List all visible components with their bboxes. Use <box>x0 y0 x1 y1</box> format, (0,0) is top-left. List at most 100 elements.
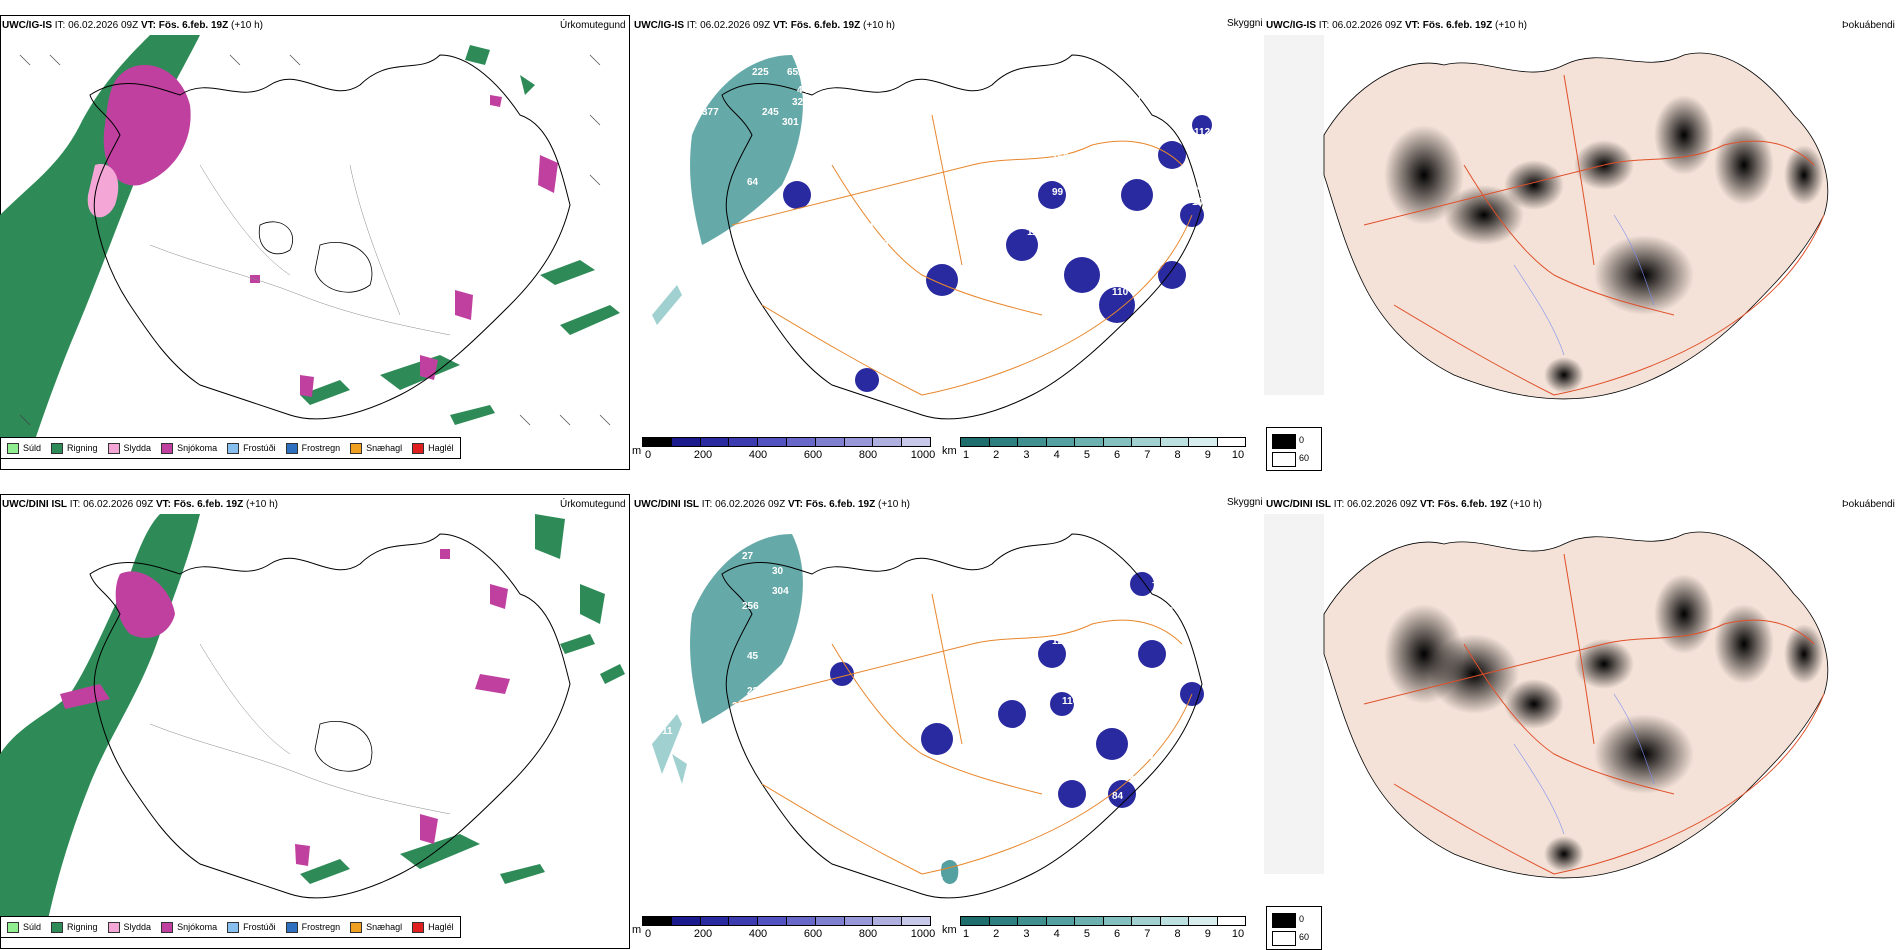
colorbar-segment <box>844 438 874 446</box>
colorbar-segment <box>1189 917 1218 925</box>
panel-header: UWC/IG-IS IT: 06.02.2026 09Z VT: Fös. 6.… <box>1266 20 1527 31</box>
colorbar-tick-label: 9 <box>1204 449 1211 461</box>
colorbar-segment <box>1217 438 1245 446</box>
legend-label: Frostúði <box>243 922 276 932</box>
colorbar-segment <box>786 438 816 446</box>
colorbar-tick-label: 8 <box>1174 928 1181 940</box>
colorbar-unit: km <box>942 445 957 457</box>
legend-swatch <box>7 921 19 933</box>
fog-swatch-light <box>1272 931 1296 946</box>
colorbar-tick-label: 0 <box>644 449 652 461</box>
legend-label: Rigning <box>67 443 98 453</box>
legend-item: Slydda <box>107 442 151 454</box>
cloud-base-panel-top: UWC/IG-IS IT: 06.02.2026 09Z VT: Fös. 6.… <box>632 15 1263 470</box>
fog-legend-max: 60 <box>1299 453 1310 463</box>
legend-swatch <box>412 442 425 454</box>
legend-item: Súld <box>7 921 42 933</box>
colorbar-tick-label: 7 <box>1144 928 1151 940</box>
colorbar-segment <box>989 438 1018 446</box>
precip-type-panel-bottom: UWC/DINI ISL IT: 06.02.2026 09Z VT: Fös.… <box>0 494 630 949</box>
panel-title: Þokuábendi <box>1842 20 1895 31</box>
legend-label: Haglél <box>428 922 454 932</box>
cloud-base-map <box>652 533 1204 899</box>
panel-header: UWC/DINI ISL IT: 06.02.2026 09Z VT: Fös.… <box>634 499 910 510</box>
colorbar-segment <box>729 917 759 925</box>
precip-type-map <box>0 514 625 934</box>
legend-item: Snæhagl <box>350 921 402 933</box>
legend-swatch <box>107 921 120 933</box>
legend-swatch <box>51 442 64 454</box>
colorbar-strip <box>642 916 931 926</box>
colorbar-tick-label: 3 <box>1023 928 1030 940</box>
fog-indicator-panel-top: UWC/IG-IS IT: 06.02.2026 09Z VT: Fös. 6.… <box>1264 15 1895 471</box>
colorbar-tick-label: 1 <box>962 928 970 940</box>
legend-label: Frostregn <box>301 443 341 453</box>
legend-label: Slydda <box>123 922 152 932</box>
panel-title: Úrkomutegund <box>560 20 626 31</box>
colorbar-segment <box>1046 917 1075 925</box>
colorbar-tick-label: 200 <box>693 928 713 940</box>
cloud-base-panel-bottom: UWC/DINI ISL IT: 06.02.2026 09Z VT: Fös.… <box>632 494 1263 949</box>
legend-swatch <box>7 442 19 454</box>
legend-swatch <box>350 442 363 454</box>
legend-swatch <box>107 442 120 454</box>
fog-indicator-panel-bottom: UWC/DINI ISL IT: 06.02.2026 09Z VT: Fös.… <box>1264 494 1895 950</box>
legend-item: Snæhagl <box>350 442 403 454</box>
legend-item: Haglél <box>412 442 454 454</box>
legend-label: Súld <box>23 443 42 453</box>
colorbar-unit: km <box>942 924 957 936</box>
colorbar-segment <box>643 438 672 446</box>
panel-header: UWC/IG-IS IT: 06.02.2026 09Z VT: Fös. 6.… <box>634 20 895 31</box>
legend-item: Rigning <box>51 921 98 933</box>
colorbar-segment <box>1189 438 1218 446</box>
colorbar-tick-label: 9 <box>1204 928 1211 940</box>
colorbar-tick-label: 10 <box>1231 449 1245 461</box>
colorbar-strip <box>960 437 1246 447</box>
colorbar-segment <box>902 438 930 446</box>
colorbar-segment <box>1160 438 1189 446</box>
legend-swatch <box>161 442 174 454</box>
legend-swatch <box>350 921 363 933</box>
colorbar-segment <box>902 917 930 925</box>
colorbar-segment <box>873 438 903 446</box>
colorbar-tick-label: 2 <box>993 449 1000 461</box>
legend-item: Frostúði <box>227 442 276 454</box>
cloud-base-map <box>652 54 1212 420</box>
legend-item: Rigning <box>51 442 98 454</box>
colorbar-tick-label: 8 <box>1174 449 1181 461</box>
colorbar-tick-label: 400 <box>748 928 768 940</box>
colorbar-tick-label: 600 <box>803 928 823 940</box>
fog-swatch-light <box>1272 452 1296 467</box>
colorbar-segment <box>671 917 701 925</box>
panel-title: Skyggni <box>1227 497 1263 508</box>
precip-type-map <box>0 35 620 455</box>
colorbar-tick-label: 0 <box>644 928 652 940</box>
legend-label: Snæhagl <box>366 443 403 453</box>
colorbar-segment <box>961 438 990 446</box>
colorbar-segment <box>758 917 787 925</box>
legend-item: Snjókoma <box>161 921 217 933</box>
legend-label: Súld <box>23 922 42 932</box>
precip-legend: Súld Rigning Slydda Snjókoma Frostúði Frostre… <box>0 916 461 938</box>
colorbar-segment <box>1103 917 1132 925</box>
fog-legend-min: 0 <box>1299 914 1305 924</box>
panel-header: UWC/IG-IS IT: 06.02.2026 09Z VT: Fös. 6.… <box>2 20 263 31</box>
legend-item: Snjókoma <box>161 442 217 454</box>
fog-indicator-map <box>1264 514 1829 879</box>
panel-title: Skyggni <box>1227 18 1263 29</box>
fog-legend: 0 60 <box>1266 427 1322 471</box>
colorbar-segment <box>873 917 903 925</box>
panel-header: UWC/DINI ISL IT: 06.02.2026 09Z VT: Fös.… <box>2 499 278 510</box>
colorbar-tick-label: 4 <box>1053 928 1060 940</box>
colorbar-tick-label: 6 <box>1114 928 1121 940</box>
colorbar-segment <box>844 917 874 925</box>
colorbar-tick-label: 6 <box>1114 449 1121 461</box>
colorbar-segment <box>1160 917 1189 925</box>
fog-legend-max: 60 <box>1299 932 1310 942</box>
colorbar-segment <box>786 917 816 925</box>
legend-label: Rigning <box>67 922 98 932</box>
colorbar-segment <box>1217 917 1245 925</box>
colorbar-segment <box>815 438 845 446</box>
legend-swatch <box>412 921 425 933</box>
legend-label: Frostregn <box>301 922 341 932</box>
